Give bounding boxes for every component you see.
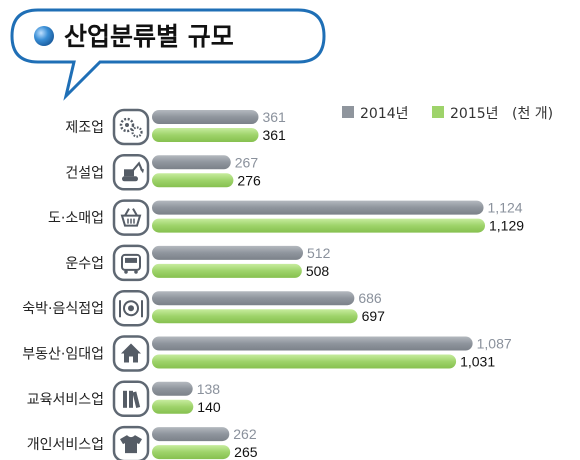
house-icon — [112, 335, 150, 372]
bar-2015 — [152, 445, 231, 460]
category-label: 운수업 — [65, 256, 104, 272]
bar-2014 — [152, 291, 355, 306]
category-label: 도·소매업 — [48, 211, 104, 227]
bar-2014 — [152, 155, 231, 170]
bar-2014 — [152, 427, 230, 442]
chart-title: 산업분류별 규모 — [64, 22, 234, 51]
basket-icon — [112, 199, 150, 236]
category-label: 건설업 — [65, 165, 104, 181]
legend-swatch-2015 — [432, 106, 444, 118]
bar-2015 — [152, 173, 234, 188]
bar-2015 — [152, 128, 259, 142]
legend-label-2015: 2015년 — [450, 106, 499, 122]
shirt-icon — [112, 425, 150, 460]
bar-2014 — [152, 245, 304, 260]
value-label-2015: 140 — [197, 399, 221, 415]
value-label-2015: 1,031 — [460, 354, 495, 370]
value-label-2015: 276 — [237, 172, 261, 188]
bar-2014 — [152, 381, 193, 396]
books-icon — [112, 380, 150, 418]
bar-2014 — [152, 200, 484, 215]
value-label-2015: 1,129 — [489, 218, 524, 234]
category-label: 숙박·음식점업 — [22, 301, 104, 317]
bar-2015 — [152, 309, 358, 324]
value-label-2015: 508 — [306, 263, 330, 279]
value-label-2014: 1,087 — [477, 336, 512, 352]
bar-2015 — [152, 263, 302, 278]
legend: 2014년 2015년 (천 개) — [342, 106, 553, 122]
value-label-2015: 265 — [234, 444, 258, 460]
bar-2014 — [152, 110, 259, 124]
value-label-2014: 686 — [358, 290, 382, 306]
bar-2015 — [152, 399, 194, 414]
title-bubble-shape — [10, 8, 326, 101]
legend-swatch-2014 — [342, 106, 354, 118]
legend-unit: (천 개) — [512, 106, 553, 122]
value-label-2014: 262 — [233, 426, 257, 442]
category-label: 개인서비스업 — [27, 437, 104, 453]
bar-2015 — [152, 354, 457, 369]
bar-2015 — [152, 218, 485, 233]
value-label-2014: 267 — [235, 154, 259, 170]
value-label-2014: 138 — [197, 381, 221, 397]
gears-icon — [112, 108, 150, 146]
title-callout: 산업분류별 규모 — [10, 8, 326, 101]
title-bullet-icon — [34, 26, 54, 46]
category-label: 부동산·임대업 — [22, 347, 104, 363]
value-label-2014: 1,124 — [488, 200, 523, 216]
category-label: 제조업 — [65, 120, 104, 136]
plate-cutlery-icon — [112, 289, 150, 327]
value-label-2015: 361 — [262, 127, 286, 143]
value-label-2014: 361 — [262, 109, 286, 125]
chart-rows: 제조업 361 361 건설업 267 276 도·소매업 1,124 1,129 운수업 512 5… — [22, 108, 524, 460]
bar-2014 — [152, 336, 473, 351]
legend-label-2014: 2014년 — [360, 106, 409, 122]
value-label-2014: 512 — [307, 245, 331, 261]
category-label: 교육서비스업 — [27, 392, 104, 408]
value-label-2015: 697 — [362, 308, 386, 324]
excavator-icon — [112, 154, 150, 191]
bus-icon — [112, 244, 150, 282]
